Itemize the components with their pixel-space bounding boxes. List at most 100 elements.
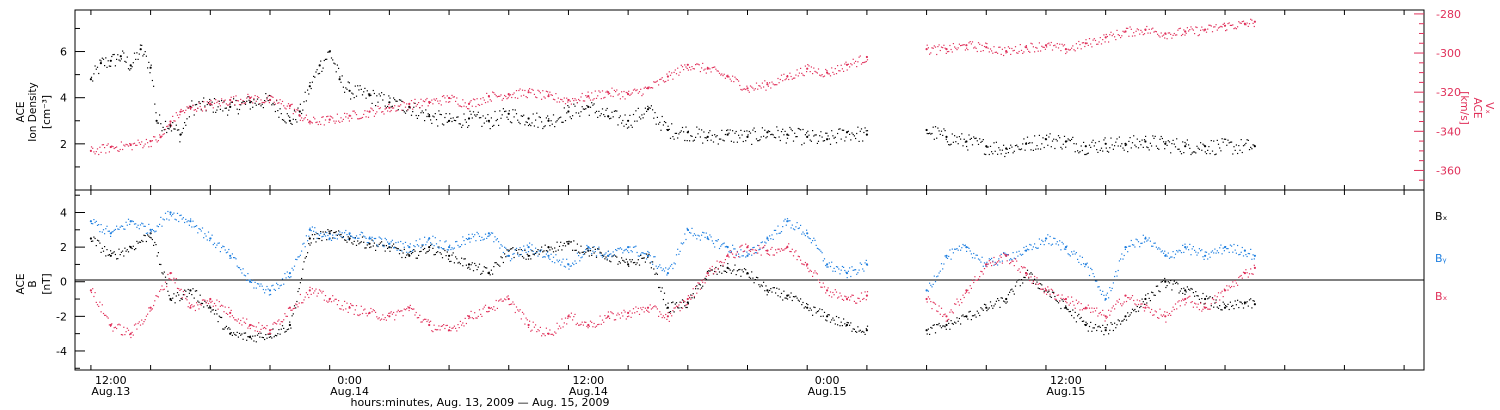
vx-sample — [797, 75, 799, 77]
bx-sample — [1160, 281, 1162, 283]
by-sample — [418, 245, 420, 247]
vx-sample — [236, 100, 238, 102]
bx-sample — [759, 286, 761, 288]
bz-sample — [834, 289, 836, 291]
by-sample — [541, 249, 543, 251]
bz-point — [249, 323, 252, 327]
by-sample — [780, 231, 783, 233]
bz-sample — [738, 256, 740, 258]
bz-sample — [217, 308, 219, 310]
vx-sample — [495, 95, 497, 97]
bx-sample — [695, 288, 697, 290]
bx-sample — [187, 288, 189, 291]
by-sample — [704, 236, 706, 238]
by-sample — [679, 250, 681, 252]
by-sample — [216, 244, 218, 246]
bx-sample — [453, 262, 455, 264]
bz-sample — [591, 321, 593, 323]
by-sample — [144, 225, 146, 227]
bz-sample — [430, 320, 432, 322]
bx-sample — [538, 253, 540, 255]
bz-sample — [335, 298, 337, 300]
bx-sample — [753, 282, 755, 284]
vx-sample — [621, 91, 623, 93]
by-sample — [478, 235, 481, 237]
vx-sample — [100, 151, 102, 153]
vx-point — [169, 120, 172, 123]
bx-sample — [656, 273, 658, 275]
bz-sample — [967, 289, 969, 291]
by-sample — [643, 253, 645, 255]
vx-sample — [863, 61, 865, 64]
bz-sample — [589, 320, 592, 322]
by-sample — [143, 225, 145, 227]
bx-sample — [625, 258, 627, 260]
vx-sample — [1104, 41, 1106, 43]
bz-sample — [819, 281, 821, 284]
by-sample — [1055, 243, 1057, 245]
bx-sample — [681, 299, 684, 301]
bz-sample — [629, 310, 631, 312]
by-sample — [666, 274, 668, 276]
ion-density-sample — [271, 104, 273, 106]
by-sample — [261, 285, 263, 287]
vx-sample — [677, 67, 679, 69]
ion-density-sample — [625, 123, 627, 125]
bz-sample — [358, 314, 360, 317]
vx-sample — [943, 44, 945, 46]
bz-sample — [384, 317, 386, 319]
bx-sample — [855, 330, 857, 333]
bx-sample — [740, 275, 742, 277]
by-sample — [956, 248, 958, 250]
vx-sample — [1238, 21, 1240, 23]
by-sample — [599, 252, 601, 254]
bx-sample — [1220, 309, 1222, 311]
ion-density-sample — [406, 110, 408, 112]
vx-sample — [302, 120, 304, 122]
ion-density-sample — [404, 112, 407, 114]
vx-sample — [1191, 28, 1193, 30]
bx-sample — [1188, 288, 1190, 290]
ion-density-sample — [353, 97, 355, 99]
bz-sample — [973, 281, 975, 284]
ion-density-sample — [666, 129, 668, 131]
vx-sample — [1204, 29, 1206, 31]
by-sample — [951, 248, 953, 250]
vx-sample — [647, 86, 649, 88]
bz-sample — [943, 314, 945, 316]
bz-point — [89, 289, 92, 292]
vx-sample — [1223, 22, 1225, 24]
vx-sample — [753, 89, 755, 91]
vx-sample — [1155, 31, 1157, 33]
vx-sample — [723, 73, 725, 75]
ion-density-sample — [709, 130, 711, 132]
bx-sample — [191, 294, 193, 296]
by-sample — [1092, 273, 1094, 275]
bz-sample — [394, 319, 396, 321]
by-sample — [1239, 253, 1241, 255]
by-sample — [589, 248, 592, 250]
bz-sample — [686, 303, 688, 306]
vx-sample — [122, 148, 124, 151]
bx-sample — [706, 270, 709, 273]
bz-sample — [863, 297, 865, 300]
ion-density-sample — [660, 129, 662, 131]
by-sample — [569, 265, 571, 267]
ion-density-sample — [264, 100, 266, 102]
vx-sample — [1167, 32, 1169, 34]
vx-sample — [743, 88, 746, 90]
by-sample — [499, 247, 501, 249]
bz-sample — [270, 333, 272, 335]
by-sample — [1136, 239, 1138, 241]
by-sample — [518, 255, 520, 257]
by-sample — [963, 245, 965, 247]
bz-sample — [249, 327, 251, 330]
vx-sample — [616, 89, 618, 91]
bx-sample — [506, 249, 508, 251]
bx-point — [865, 329, 869, 332]
ion-density-sample — [866, 130, 869, 132]
bz-sample — [745, 243, 747, 245]
by-sample — [168, 219, 170, 221]
vx-sample — [1250, 18, 1252, 20]
bz-sample — [767, 253, 769, 255]
